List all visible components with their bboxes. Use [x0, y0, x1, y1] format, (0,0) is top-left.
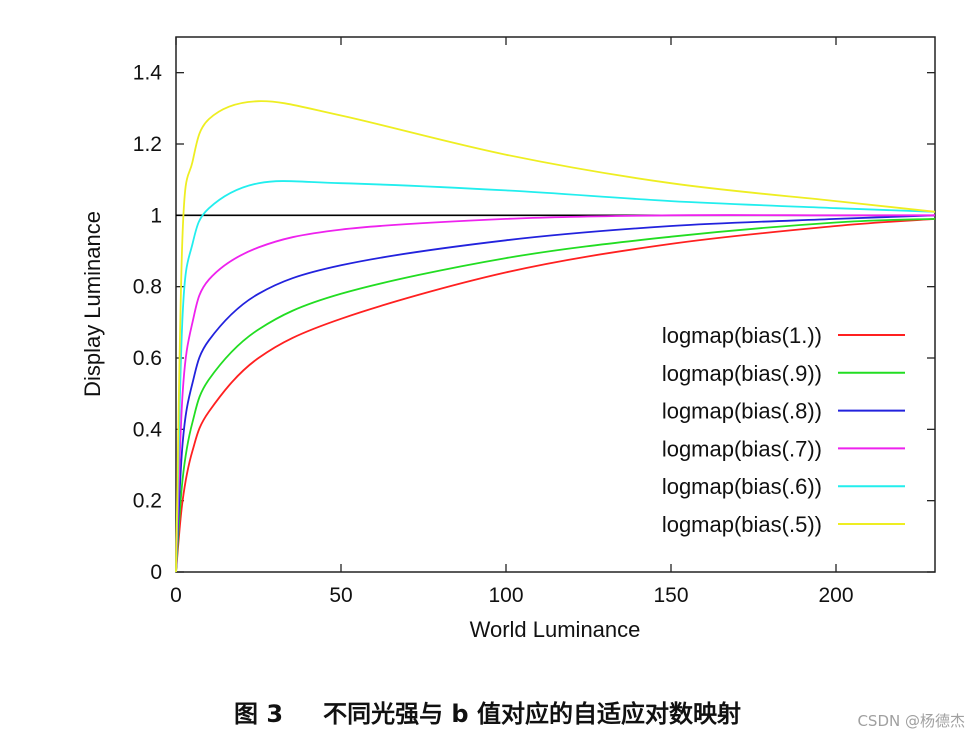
series-line-5 [175, 180, 936, 573]
series-line-1 [175, 218, 936, 573]
y-tick-label: 1 [150, 204, 162, 227]
y-tick-label: 1.2 [133, 133, 162, 156]
y-tick-label: 0 [150, 561, 162, 584]
y-tick-label: 0.6 [133, 347, 162, 370]
watermark: CSDN @杨德杰 [857, 712, 965, 730]
x-axis-ticks: 0 50 100 150 200 [170, 37, 854, 607]
figure-caption: 图 3 不同光强与 b 值对应的自适应对数映射 [0, 694, 975, 729]
x-tick-label: 100 [488, 584, 523, 607]
legend-label: logmap(bias(.8)) [662, 399, 822, 424]
x-tick-label: 0 [170, 584, 182, 607]
plot-frame [175, 36, 936, 573]
y-tick-label: 0.4 [133, 418, 163, 441]
y-tick-label: 0.2 [133, 490, 162, 513]
x-axis-title: World Luminance [470, 617, 641, 642]
legend: logmap(bias(1.)) logmap(bias(.9)) logmap(b… [662, 323, 905, 537]
legend-label: logmap(bias(.5)) [662, 512, 822, 537]
series-line-4 [175, 214, 935, 573]
series-line-6 [175, 100, 936, 573]
series-line-3 [175, 214, 936, 573]
x-tick-label: 50 [329, 584, 352, 607]
plot-area [175, 36, 936, 573]
series-lines [175, 100, 936, 573]
legend-label: logmap(bias(1.)) [662, 323, 822, 348]
y-tick-label: 1.4 [133, 62, 163, 85]
y-tick-label: 0.8 [133, 276, 162, 299]
figure-number: 图 3 [234, 700, 284, 728]
caption-text: 不同光强与 b 值对应的自适应对数映射 [323, 700, 741, 728]
legend-label: logmap(bias(.6)) [662, 474, 822, 499]
series-line-2 [175, 218, 936, 573]
x-tick-label: 200 [818, 584, 853, 607]
log-map-chart: 0 50 100 150 200 0 0.2 0.4 0.6 0.8 1 1.2 1.4 logmap… [80, 36, 936, 642]
legend-label: logmap(bias(.9)) [662, 361, 822, 386]
legend-label: logmap(bias(.7)) [662, 436, 822, 461]
y-axis-ticks: 0 0.2 0.4 0.6 0.8 1 1.2 1.4 [133, 62, 935, 584]
x-tick-label: 150 [653, 584, 688, 607]
y-axis-title: Display Luminance [80, 211, 105, 397]
